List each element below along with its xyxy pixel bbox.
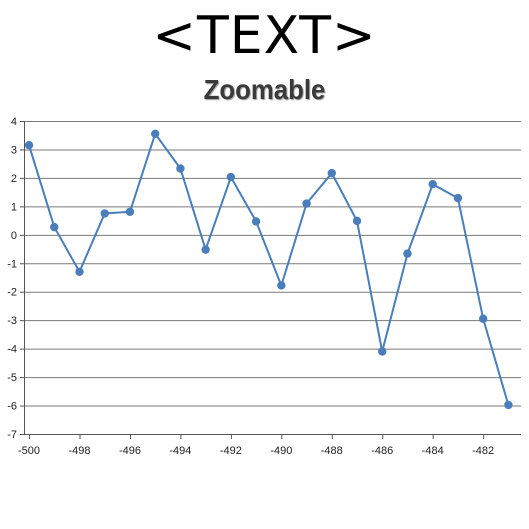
data-point[interactable]: [226, 172, 236, 182]
axes: [20, 121, 521, 439]
y-tick-labels: 4 3 2 1 0 -1 -2 -3 -4 -5 -6 -7: [7, 116, 17, 441]
data-point[interactable]: [478, 314, 488, 323]
series-line: [28, 131, 510, 406]
data-point[interactable]: [176, 164, 185, 173]
data-point[interactable]: [352, 216, 362, 226]
y-tick-label: 0: [11, 230, 17, 242]
x-tick-label: -500: [18, 445, 40, 457]
data-point[interactable]: [251, 217, 261, 226]
y-tick-label: -4: [7, 344, 17, 356]
data-point[interactable]: [50, 222, 59, 232]
y-tick-label: -7: [7, 429, 17, 441]
data-point[interactable]: [150, 129, 160, 139]
y-tick-label: 1: [11, 201, 17, 213]
data-point[interactable]: [277, 281, 286, 290]
y-tick-label: -6: [7, 401, 17, 413]
y-tick-label: 3: [11, 144, 17, 156]
x-tick-label: -498: [68, 445, 90, 457]
x-tick-label: -488: [321, 445, 343, 457]
data-point[interactable]: [75, 267, 84, 277]
data-point[interactable]: [125, 207, 135, 216]
y-tick-label: 4: [11, 116, 17, 128]
y-tick-label: -2: [7, 287, 17, 299]
x-tick-label: -490: [270, 445, 292, 457]
y-tick-label: -1: [7, 258, 17, 270]
data-point[interactable]: [428, 179, 437, 189]
data-point[interactable]: [201, 245, 210, 254]
x-tick-labels: -500 -498 -496 -494 -492 -490 -488 -486 -484 -482: [18, 445, 494, 457]
grid-lines: [24, 121, 521, 435]
x-tick-label: -494: [169, 445, 191, 457]
x-tick-label: -492: [220, 445, 242, 457]
chart-title: Zoomable: [203, 74, 326, 105]
data-point[interactable]: [504, 400, 513, 410]
data-points: [24, 129, 513, 410]
data-point[interactable]: [302, 199, 311, 208]
y-tick-label: -5: [7, 372, 17, 384]
x-tick-label: -486: [371, 445, 393, 457]
header-text: <TEXT>: [152, 6, 377, 66]
x-tick-label: -484: [422, 445, 444, 457]
data-point[interactable]: [453, 193, 463, 203]
x-tick-label: -496: [119, 445, 141, 457]
data-point[interactable]: [24, 140, 34, 150]
data-point[interactable]: [327, 168, 336, 178]
y-tick-label: -3: [7, 315, 17, 327]
y-tick-label: 2: [11, 173, 17, 185]
data-point[interactable]: [100, 209, 109, 218]
data-point[interactable]: [403, 249, 412, 258]
x-tick-label: -482: [472, 445, 494, 457]
data-point[interactable]: [378, 347, 387, 356]
